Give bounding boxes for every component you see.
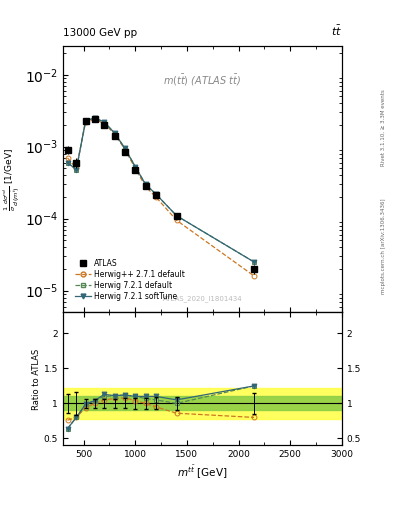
- Text: $m(t\bar{t})$ (ATLAS $t\bar{t}$): $m(t\bar{t})$ (ATLAS $t\bar{t}$): [163, 73, 241, 88]
- Legend: ATLAS, Herwig++ 2.7.1 default, Herwig 7.2.1 default, Herwig 7.2.1 softTune: ATLAS, Herwig++ 2.7.1 default, Herwig 7.…: [72, 257, 187, 303]
- Text: 13000 GeV pp: 13000 GeV pp: [63, 28, 137, 38]
- Y-axis label: Ratio to ATLAS: Ratio to ATLAS: [32, 348, 41, 410]
- Text: mcplots.cern.ch [arXiv:1306.3436]: mcplots.cern.ch [arXiv:1306.3436]: [381, 198, 386, 293]
- X-axis label: $m^{t\bar{t}}$ [GeV]: $m^{t\bar{t}}$ [GeV]: [177, 463, 228, 481]
- Text: $t\bar{t}$: $t\bar{t}$: [331, 24, 342, 38]
- Text: ATLAS_2020_I1801434: ATLAS_2020_I1801434: [163, 295, 242, 302]
- Text: Rivet 3.1.10, ≥ 3.3M events: Rivet 3.1.10, ≥ 3.3M events: [381, 90, 386, 166]
- Y-axis label: $\frac{1}{\sigma}\frac{d\sigma^{nd}}{d\,(m^{\bar{t}})}$ [1/GeV]: $\frac{1}{\sigma}\frac{d\sigma^{nd}}{d\,…: [1, 147, 22, 211]
